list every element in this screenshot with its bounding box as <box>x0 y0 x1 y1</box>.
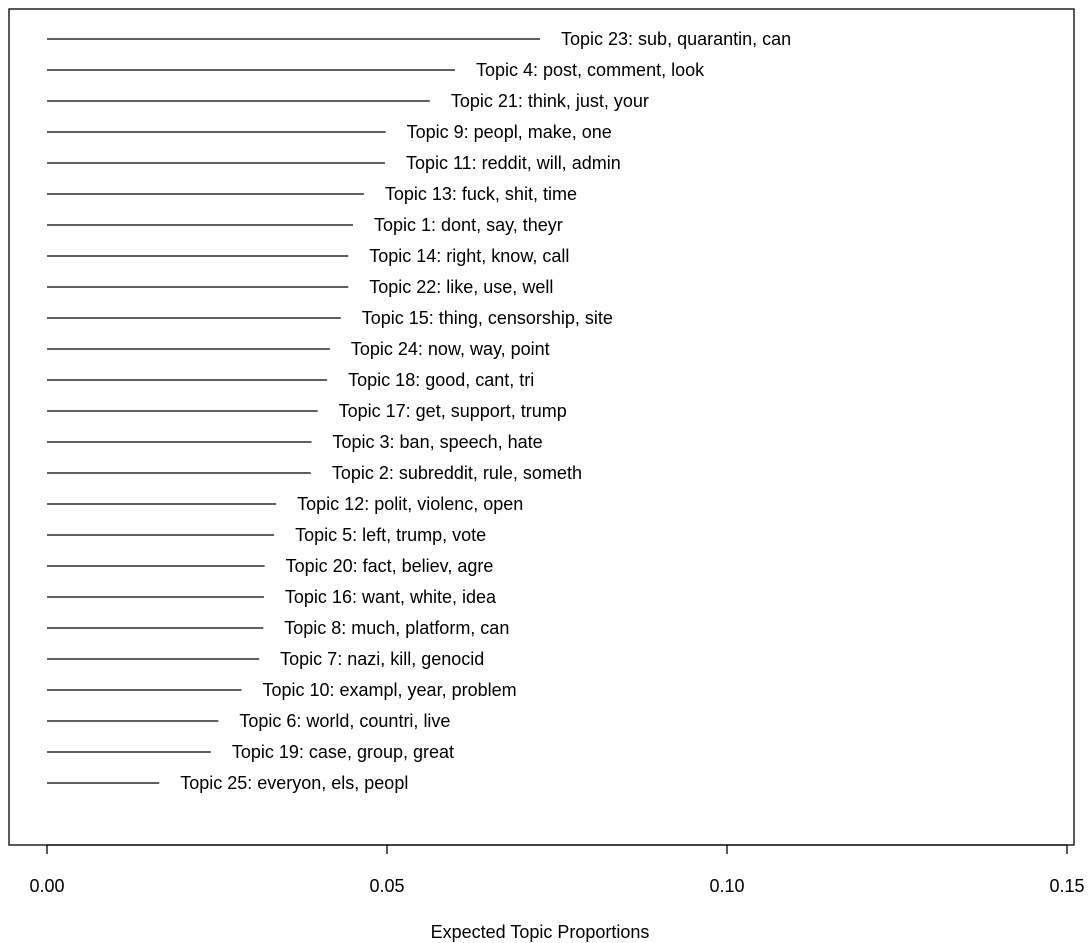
topic-label: Topic 17: get, support, trump <box>339 401 567 421</box>
topic-label: Topic 23: sub, quarantin, can <box>561 29 791 49</box>
x-tick-label: 0.05 <box>369 876 404 896</box>
topic-label: Topic 16: want, white, idea <box>285 587 497 607</box>
x-tick-label: 0.00 <box>29 876 64 896</box>
x-axis: 0.00 0.05 0.10 0.15 <box>29 844 1085 896</box>
topic-label: Topic 3: ban, speech, hate <box>333 432 543 452</box>
topic-label: Topic 9: peopl, make, one <box>407 122 612 142</box>
topic-label: Topic 15: thing, censorship, site <box>362 308 613 328</box>
topic-label: Topic 12: polit, violenc, open <box>297 494 523 514</box>
topic-label: Topic 5: left, trump, vote <box>295 525 486 545</box>
topic-label: Topic 10: exampl, year, problem <box>262 680 516 700</box>
x-axis-title: Expected Topic Proportions <box>431 922 650 942</box>
topic-label: Topic 14: right, know, call <box>369 246 569 266</box>
x-tick-label: 0.10 <box>709 876 744 896</box>
topic-label: Topic 19: case, group, great <box>232 742 454 762</box>
topic-label: Topic 11: reddit, will, admin <box>406 153 621 173</box>
topic-label: Topic 22: like, use, well <box>369 277 553 297</box>
topic-label: Topic 4: post, comment, look <box>476 60 705 80</box>
topic-label: Topic 6: world, countri, live <box>239 711 450 731</box>
x-tick-label: 0.15 <box>1049 876 1084 896</box>
topic-label: Topic 25: everyon, els, peopl <box>180 773 408 793</box>
topic-label: Topic 2: subreddit, rule, someth <box>332 463 582 483</box>
topic-label: Topic 13: fuck, shit, time <box>385 184 577 204</box>
topic-labels: Topic 23: sub, quarantin, can Topic 4: po… <box>180 29 791 793</box>
topic-lines <box>47 38 540 784</box>
topic-label: Topic 1: dont, say, theyr <box>374 215 563 235</box>
topic-label: Topic 7: nazi, kill, genocid <box>280 649 484 669</box>
topic-label: Topic 24: now, way, point <box>351 339 550 359</box>
topic-label: Topic 20: fact, believ, agre <box>286 556 494 576</box>
topic-label: Topic 8: much, platform, can <box>284 618 509 638</box>
topic-label: Topic 18: good, cant, tri <box>348 370 534 390</box>
topic-label: Topic 21: think, just, your <box>451 91 649 111</box>
